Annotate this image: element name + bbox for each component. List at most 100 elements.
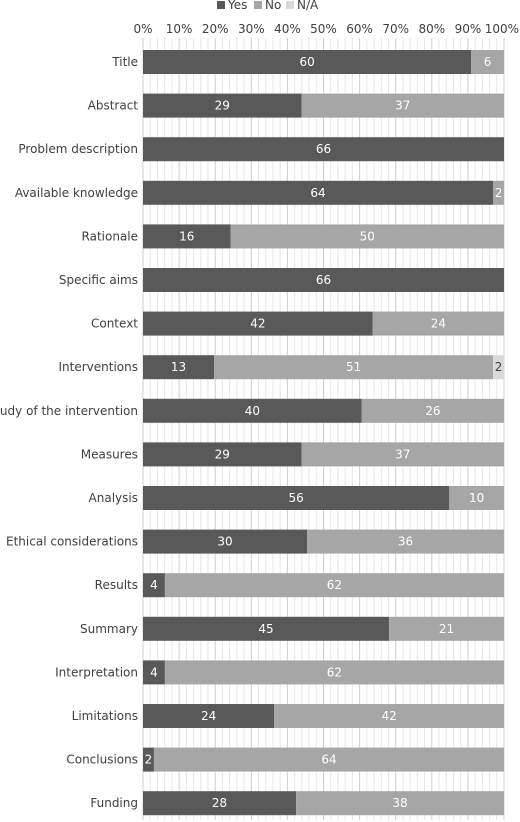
data-label: 4: [150, 578, 158, 592]
bar-segment-no: [471, 50, 504, 74]
data-label: 66: [316, 273, 331, 287]
bar-segment-no: [307, 529, 504, 554]
data-label: 62: [327, 578, 342, 592]
data-label: 50: [360, 229, 375, 243]
data-label: 36: [398, 535, 413, 549]
x-tick-label: 80%: [418, 22, 445, 36]
category-label: Problem description: [18, 142, 138, 156]
legend-label: Yes: [227, 0, 247, 12]
x-tick-label: 30%: [238, 22, 265, 36]
bar-segment-no: [493, 180, 504, 205]
data-label: 4: [150, 665, 158, 679]
legend-swatch-n-a: [286, 1, 294, 9]
bar-segment-yes: [143, 573, 165, 598]
bar-segment-no: [214, 355, 494, 380]
category-label: Title: [111, 55, 138, 69]
bar-segment-yes: [143, 486, 450, 510]
data-label: 2: [495, 360, 503, 374]
category-label: Conclusions: [66, 753, 138, 767]
gridlines: [142, 38, 505, 820]
bar-segment-yes: [143, 442, 302, 467]
x-axis: 0% 10% 20% 30% 40% 50% 60% 70% 80% 90% 100%: [133, 22, 519, 36]
bar-segment-yes: [143, 311, 373, 336]
data-label: 21: [439, 622, 454, 636]
bar-segment-n-a: [493, 355, 504, 380]
category-label: Interventions: [59, 360, 139, 374]
data-label: 13: [171, 360, 186, 374]
data-label: 60: [299, 55, 314, 69]
category-label: Results: [95, 578, 138, 592]
bar-segment-no: [361, 398, 504, 423]
category-label: Limitations: [72, 709, 138, 723]
bar-segment-no: [153, 747, 504, 772]
x-tick-label: 90%: [455, 22, 482, 36]
data-label: 2: [495, 186, 503, 200]
data-label: 56: [289, 491, 304, 505]
bar-segment-yes: [143, 137, 504, 162]
bar-segment-no: [230, 224, 505, 249]
bar-segment-yes: [143, 791, 297, 816]
x-tick-label: 40%: [274, 22, 301, 36]
category-label: Interpretation: [55, 665, 138, 679]
bar-segment-yes: [143, 180, 494, 205]
bar-segment-yes: [143, 529, 308, 554]
bar-segment-yes: [143, 268, 504, 292]
bar-segment-yes: [143, 704, 275, 728]
data-label: 45: [258, 622, 273, 636]
category-label: Available knowledge: [15, 186, 138, 200]
data-label: 24: [201, 709, 216, 723]
bar-segment-yes: [143, 616, 390, 641]
x-tick-label: 50%: [310, 22, 337, 36]
data-label: 64: [310, 186, 325, 200]
bar-segment-yes: [143, 93, 302, 118]
legend-label: No: [265, 0, 281, 12]
data-label: 16: [179, 229, 194, 243]
data-label: 24: [431, 317, 446, 331]
category-label: Rationale: [82, 229, 138, 243]
data-label: 2: [145, 753, 153, 767]
bar-segment-no: [389, 616, 504, 641]
bars: [143, 50, 505, 816]
bar-segment-no: [301, 93, 504, 118]
data-label: 29: [215, 447, 230, 461]
x-tick-label: 100%: [485, 22, 519, 36]
data-label: 66: [316, 142, 331, 156]
data-label: 29: [215, 99, 230, 113]
data-label: 30: [217, 535, 232, 549]
category-label: Context: [91, 317, 138, 331]
bar-segment-no: [274, 704, 504, 728]
legend-label: N/A: [297, 0, 319, 12]
data-label: 42: [250, 317, 265, 331]
category-label: Measures: [81, 447, 138, 461]
category-label: Ethical considerations: [6, 535, 138, 549]
category-label: Specific aims: [59, 273, 138, 287]
bar-segment-no: [372, 311, 504, 336]
data-label: 26: [425, 404, 440, 418]
bar-segment-no: [164, 660, 504, 685]
data-label: 37: [395, 99, 410, 113]
data-label: 40: [245, 404, 260, 418]
x-tick-label: 0%: [133, 22, 152, 36]
bar-segment-no: [296, 791, 504, 816]
category-label: Abstract: [88, 99, 139, 113]
data-label: 64: [321, 753, 336, 767]
category-label: Funding: [90, 796, 138, 810]
data-label: 28: [212, 796, 227, 810]
bar-segment-yes: [143, 50, 472, 74]
bar-segment-yes: [143, 224, 231, 249]
x-tick-label: 10%: [166, 22, 193, 36]
legend-swatch-no: [254, 1, 262, 9]
bar-segment-no: [164, 573, 504, 598]
bar-segment-yes: [143, 747, 154, 772]
data-label: 51: [346, 360, 361, 374]
data-label: 42: [381, 709, 396, 723]
x-tick-label: 60%: [346, 22, 373, 36]
data-label: 10: [469, 491, 484, 505]
bar-segment-no: [301, 442, 504, 467]
category-label: Summary: [80, 622, 138, 636]
legend: Yes No N/A: [217, 0, 319, 12]
category-label: Analysis: [89, 491, 138, 505]
